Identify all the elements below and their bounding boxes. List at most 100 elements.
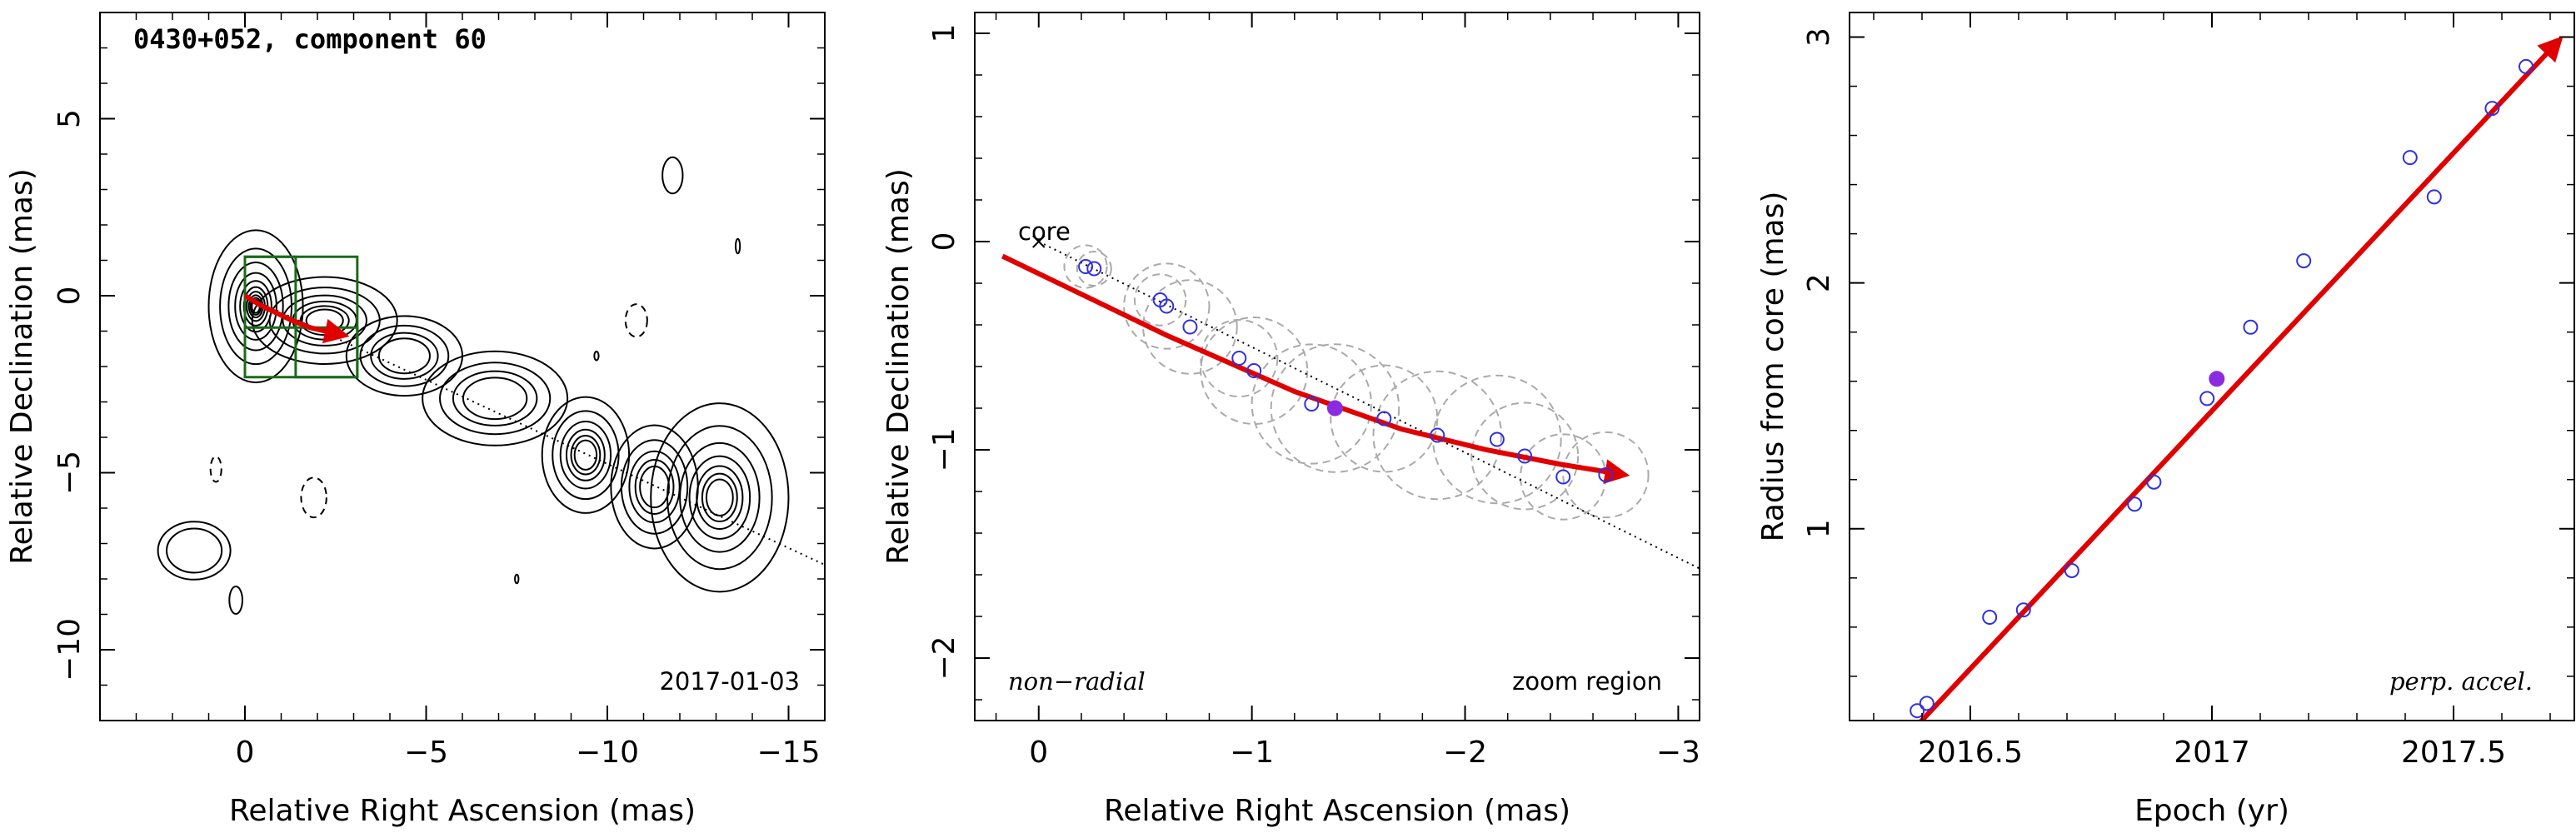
data-point bbox=[2402, 150, 2418, 166]
data-point bbox=[1982, 610, 1998, 626]
contour-level bbox=[666, 425, 773, 571]
contour-level bbox=[282, 294, 367, 347]
contour-level bbox=[552, 410, 620, 501]
zoom-left-note: non−radial bbox=[1008, 667, 1146, 696]
component-size-circle bbox=[1063, 244, 1108, 289]
contour-level bbox=[565, 428, 606, 481]
contour-level bbox=[701, 472, 738, 522]
data-point bbox=[2015, 602, 2031, 618]
radius|2-x-tick-label: 2017.5 bbox=[2401, 736, 2506, 770]
zoom|1-x-tick-label: 0 bbox=[1029, 736, 1048, 770]
contour-level bbox=[228, 585, 243, 616]
contour-level bbox=[370, 332, 439, 380]
contour-level bbox=[639, 465, 670, 509]
zoom-y-axis-title: Relative Declination (mas) bbox=[881, 168, 916, 565]
zoom-right-note: zoom region bbox=[1512, 667, 1662, 696]
map-y-axis-title: Relative Declination (mas) bbox=[5, 168, 39, 565]
data-point bbox=[1086, 261, 1102, 277]
data-point bbox=[2199, 391, 2215, 407]
data-point bbox=[2426, 189, 2442, 205]
highlight-point bbox=[2209, 371, 2225, 387]
radius-note: perp. accel. bbox=[2389, 667, 2533, 696]
zoom-box bbox=[243, 255, 297, 329]
fit-arrow bbox=[1918, 36, 2564, 721]
contour-level bbox=[634, 459, 675, 515]
contour-level bbox=[514, 573, 520, 585]
contour-level bbox=[679, 441, 761, 553]
data-point bbox=[1078, 259, 1094, 274]
map|0-y-tick-label: 0 bbox=[52, 287, 87, 306]
contour-level bbox=[359, 324, 450, 387]
radius-plot-area bbox=[1910, 36, 2564, 721]
data-point bbox=[2146, 474, 2162, 490]
data-point bbox=[1598, 467, 1614, 482]
map-ticks: 0 −5 −10 −15 5 0 −5 −10 bbox=[52, 12, 826, 770]
map|0-x-tick-label: −5 bbox=[404, 736, 448, 770]
contour-level bbox=[234, 272, 277, 341]
map|0-x-tick-label: −15 bbox=[757, 736, 821, 770]
data-point bbox=[1910, 703, 1925, 719]
zoom-ticks: 0 −1 −2 −3 1 0 −1 −2 bbox=[927, 12, 1700, 770]
component-size-circle bbox=[1330, 364, 1439, 473]
contour-level bbox=[439, 362, 552, 436]
zoom|1-x-tick-label: −3 bbox=[1656, 736, 1700, 770]
contour-level bbox=[650, 402, 790, 593]
map-plot-area bbox=[157, 156, 825, 616]
radius|2-x-tick-label: 2016.5 bbox=[1918, 736, 2023, 770]
radius|2-y-tick-label: 1 bbox=[1802, 519, 1836, 538]
map|0-y-tick-label: −5 bbox=[52, 451, 87, 495]
zoom|1-y-tick-label: −1 bbox=[927, 427, 961, 471]
contour-level bbox=[219, 247, 293, 366]
contour-level bbox=[251, 276, 398, 365]
map|0-y-tick-label: −10 bbox=[52, 618, 87, 681]
radius-frame bbox=[1849, 12, 2575, 721]
zoom-panel: 0 −1 −2 −3 1 0 −1 −2 core non−radial zoom regio… bbox=[881, 12, 1700, 828]
component-size-circle bbox=[1200, 317, 1309, 425]
zoom-plot-area bbox=[1001, 235, 1700, 570]
radius-y-axis-title: Radius from core (mas) bbox=[1756, 192, 1790, 542]
radius|2-y-tick-label: 3 bbox=[1802, 27, 1836, 47]
map|0-y-tick-label: 5 bbox=[52, 109, 87, 128]
contour-level bbox=[239, 280, 272, 333]
zoom|1-y-tick-label: 1 bbox=[927, 24, 961, 43]
zoom-frame bbox=[974, 12, 1700, 721]
data-point bbox=[2519, 58, 2534, 74]
radius|2-y-tick-label: 2 bbox=[1802, 273, 1836, 292]
map-frame bbox=[99, 12, 826, 721]
contour-level bbox=[462, 377, 528, 421]
data-point bbox=[1517, 448, 1533, 464]
component-size-circle bbox=[1076, 251, 1112, 287]
contour-level bbox=[377, 337, 431, 375]
core-marker bbox=[1032, 235, 1046, 248]
zoom|1-x-tick-label: −1 bbox=[1230, 736, 1274, 770]
contour-level bbox=[705, 478, 734, 517]
contour-level bbox=[620, 439, 689, 535]
contour-level bbox=[661, 156, 684, 195]
data-point bbox=[1231, 351, 1247, 366]
map-x-axis-title: Relative Right Ascension (mas) bbox=[229, 794, 696, 828]
data-point bbox=[1376, 411, 1392, 426]
map|0-x-tick-label: 0 bbox=[236, 736, 255, 770]
contour-level bbox=[688, 455, 751, 540]
contour-level bbox=[452, 370, 538, 426]
component-size-circle bbox=[1562, 431, 1650, 519]
map-title: 0430+052, component 60 bbox=[133, 23, 487, 55]
data-point bbox=[1489, 431, 1505, 447]
motion-arrow bbox=[1001, 253, 1630, 484]
contour-level bbox=[573, 439, 598, 471]
radius-ticks: 2016.5 2017 2017.5 1 2 3 bbox=[1802, 12, 2574, 770]
contour-level bbox=[593, 351, 600, 362]
motion-arrow bbox=[243, 293, 350, 344]
data-point bbox=[2296, 253, 2312, 269]
map-epoch-label: 2017-01-03 bbox=[659, 667, 800, 696]
core-label: core bbox=[1018, 217, 1071, 246]
negative-contour bbox=[300, 476, 327, 519]
component-size-circle bbox=[1123, 262, 1211, 350]
data-point bbox=[1304, 397, 1320, 412]
data-point bbox=[2064, 562, 2079, 578]
component-size-circle bbox=[1133, 273, 1187, 327]
data-point bbox=[2243, 319, 2259, 335]
component-size-circle bbox=[1470, 402, 1580, 511]
